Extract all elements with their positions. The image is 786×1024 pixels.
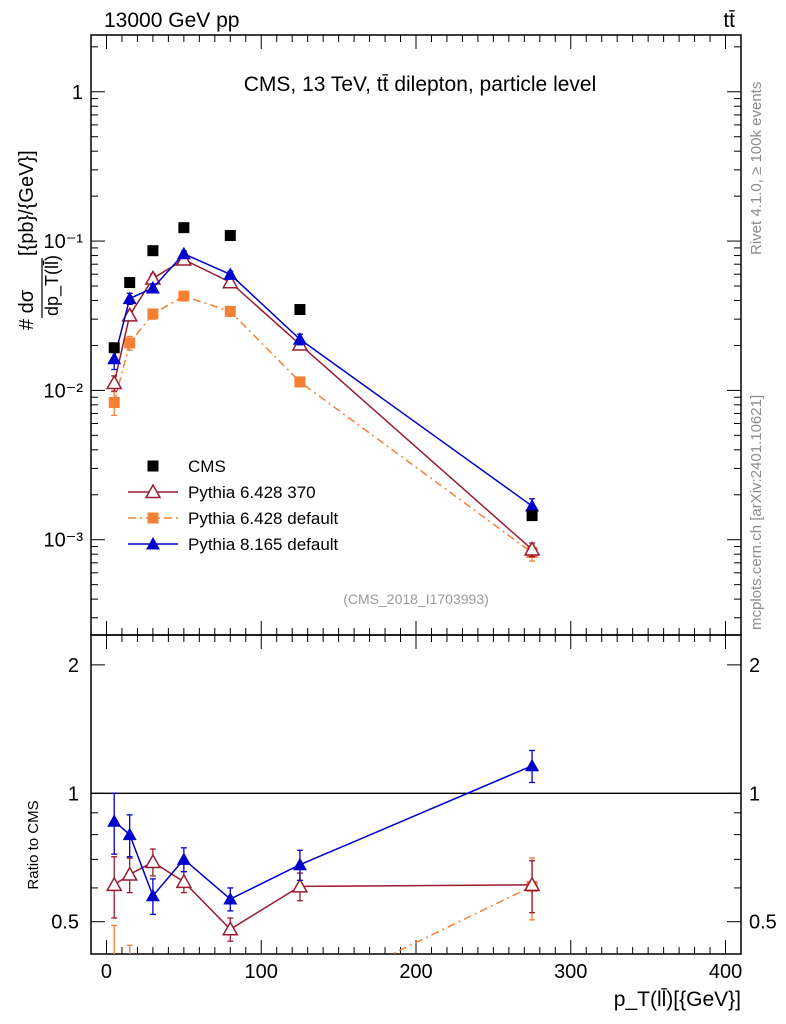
ratio-line-pythia-6-428-370 <box>113 861 533 931</box>
analysis-watermark: (CMS_2018_I1703993) <box>343 591 489 607</box>
ratio-point-pythia-6-428-370 <box>144 853 162 869</box>
main-series-layer <box>105 222 541 562</box>
mcplots-label: mcplots.cern.ch [arXiv:2401.10621] <box>748 395 765 630</box>
ratio-axes: 0.5 0.5 1 1 2 2 0 100 200 300 400 <box>51 635 777 983</box>
ratio-y-tick-label-right: 1 <box>749 783 760 805</box>
main-point-cms <box>224 229 236 241</box>
chart-title: CMS, 13 TeV, tt̄ dilepton, particle leve… <box>244 73 597 96</box>
main-point-pythia-6-428-370 <box>105 374 123 390</box>
main-point-pythia-6-428-370 <box>523 540 541 556</box>
ratio-line-pythia-8-165-default <box>113 765 533 900</box>
ratio-point-pythia-6-428-default <box>294 993 305 1004</box>
ratio-point-pythia-6-428-370 <box>105 876 123 892</box>
main-y-axis-denominator: dp_T(ll̄) <box>41 255 63 318</box>
main-point-pythia-6-428-default <box>108 396 120 408</box>
legend-marker-pythia-6-428-default <box>147 512 159 524</box>
main-point-pythia-8-165-default <box>122 291 137 305</box>
ratio-point-pythia-8-165-default <box>525 758 540 772</box>
ratio-point-pythia-8-165-default <box>176 852 191 865</box>
x-tick-label: 200 <box>399 961 432 983</box>
ylabel-denominator: dp_T(ll̄) <box>42 255 63 316</box>
main-point-cms <box>124 276 136 288</box>
main-point-pythia-8-165-default <box>145 281 160 294</box>
main-point-pythia-8-165-default <box>223 267 238 280</box>
main-y-tick-label: 10⁻² <box>44 380 84 402</box>
main-y-tick-label: 10⁻³ <box>44 530 84 552</box>
ratio-point-pythia-6-428-default <box>178 982 189 993</box>
main-axes: 1 10⁻¹ 10⁻² 10⁻³ <box>44 35 741 635</box>
header-left-label: 13000 GeV pp <box>104 9 239 32</box>
ratio-y-tick-label: 2 <box>68 655 79 677</box>
ratio-y-tick-label: 1 <box>68 783 79 805</box>
main-point-pythia-6-428-370 <box>222 273 239 289</box>
main-point-cms <box>178 222 190 234</box>
ratio-y-tick-label-right: 0.5 <box>749 912 777 934</box>
ratio-point-pythia-6-428-370 <box>121 865 138 881</box>
ylabel-units: [{pb}/{GeV}] <box>16 150 38 256</box>
ratio-point-pythia-6-428-370 <box>175 873 193 889</box>
main-point-pythia-6-428-default <box>147 308 159 320</box>
header-right-label: tt̄ <box>723 9 735 32</box>
legend-marker-pythia-6-428-370 <box>144 483 162 499</box>
x-tick-label: 300 <box>554 961 587 983</box>
main-point-cms <box>108 342 120 354</box>
ratio-y-tick-label-right: 2 <box>749 655 760 677</box>
main-point-cms <box>526 510 538 522</box>
main-y-axis-label: # dσ [{pb}/{GeV}] <box>16 150 38 330</box>
main-point-pythia-6-428-default <box>124 337 136 349</box>
ylabel-numerator: # dσ <box>16 289 38 330</box>
ratio-y-axis-label: Ratio to CMS <box>25 800 42 889</box>
ratio-point-pythia-8-165-default <box>223 892 238 905</box>
main-y-tick-label: 1 <box>72 82 83 104</box>
main-point-pythia-6-428-default <box>294 376 306 388</box>
main-point-pythia-8-165-default <box>292 332 307 345</box>
legend-label-pythia-6-428-default: Pythia 6.428 default <box>188 509 339 528</box>
main-y-tick-label: 10⁻¹ <box>44 231 84 253</box>
ratio-panel-frame <box>90 634 742 955</box>
main-point-cms <box>294 304 306 316</box>
ratio-point-pythia-6-428-default <box>147 967 158 978</box>
ratio-point-pythia-8-165-default <box>107 814 122 827</box>
x-tick-label: 0 <box>101 961 112 983</box>
ratio-series-layer <box>105 749 541 1016</box>
ratio-point-pythia-6-428-default <box>225 1005 236 1016</box>
legend-label-cms: CMS <box>188 457 226 476</box>
ratio-point-pythia-8-165-default <box>122 827 137 841</box>
main-point-pythia-8-165-default <box>176 246 191 260</box>
main-point-pythia-6-428-default <box>178 290 190 302</box>
main-line-pythia-8-165-default <box>113 252 533 507</box>
legend-label-pythia-6-428-370: Pythia 6.428 370 <box>188 483 316 502</box>
legend-label-pythia-8-165-default: Pythia 8.165 default <box>188 535 339 554</box>
ratio-point-pythia-6-428-default <box>124 962 135 973</box>
x-tick-label: 100 <box>245 961 278 983</box>
main-point-pythia-6-428-default <box>224 305 236 317</box>
ratio-point-pythia-8-165-default <box>292 857 307 871</box>
ratio-y-tick-label: 0.5 <box>51 912 79 934</box>
ratio-point-pythia-8-165-default <box>145 888 160 902</box>
ratio-point-pythia-6-428-370 <box>222 920 239 936</box>
main-point-pythia-8-165-default <box>525 499 540 512</box>
ratio-point-pythia-6-428-370 <box>291 877 309 893</box>
legend: CMS Pythia 6.428 370 Pythia 6.428 default P… <box>128 457 339 554</box>
rivet-version-label: Rivet 4.1.0, ≥ 100k events <box>748 82 765 255</box>
ratio-point-pythia-6-428-370 <box>523 876 541 892</box>
main-point-pythia-8-165-default <box>107 351 122 365</box>
legend-marker-cms <box>147 460 159 472</box>
x-axis-label: p_T(ll̄)[{GeV}] <box>614 987 741 1011</box>
legend-marker-pythia-8-165-default <box>146 537 160 550</box>
main-point-cms <box>147 245 159 257</box>
x-tick-label: 400 <box>709 961 742 983</box>
